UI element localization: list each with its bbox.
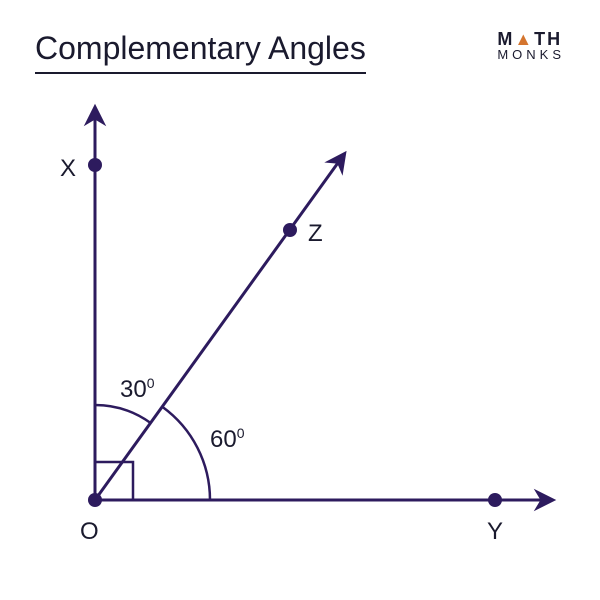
point-label-X: X [60, 155, 76, 183]
point-label-Y: Y [487, 518, 503, 546]
point-Y [488, 493, 502, 507]
point-label-Z: Z [308, 220, 323, 248]
angle-label: 600 [210, 425, 245, 454]
angle-label: 300 [120, 375, 155, 404]
point-label-O: O [80, 518, 99, 546]
point-Z [283, 223, 297, 237]
points-group [88, 158, 502, 507]
point-X [88, 158, 102, 172]
point-O [88, 493, 102, 507]
rays-group [95, 115, 545, 500]
diagram-canvas [0, 0, 600, 600]
angle-arc [95, 405, 151, 423]
angle-arc [163, 407, 210, 500]
